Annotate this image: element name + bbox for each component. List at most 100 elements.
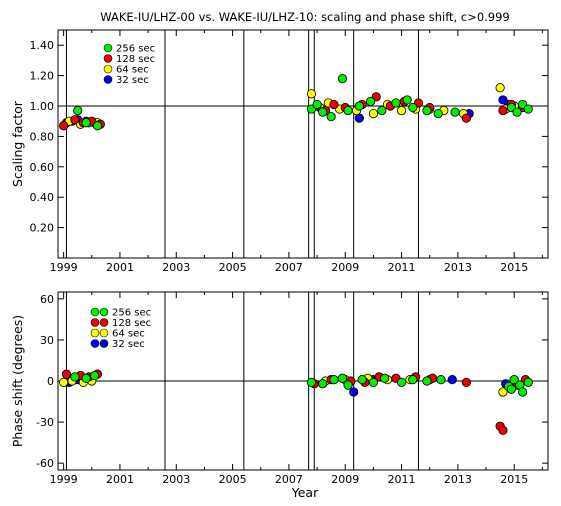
- y-tick-label: 0: [47, 375, 54, 388]
- point-256-sec: [380, 373, 390, 383]
- point-256-sec: [396, 377, 407, 387]
- point-256-sec: [81, 373, 91, 383]
- point-256-sec: [337, 74, 348, 84]
- y-tick-label: 1.40: [30, 39, 55, 52]
- point-256-sec: [523, 104, 533, 114]
- point-256-sec: [368, 377, 379, 387]
- point-256-sec: [422, 105, 432, 116]
- x-tick-label: 2005: [219, 473, 247, 486]
- point-256-sec: [90, 370, 100, 381]
- point-128-sec: [329, 99, 339, 110]
- point-64-sec: [396, 105, 407, 116]
- point-256-sec: [318, 107, 328, 117]
- point-128-sec: [461, 113, 471, 123]
- y-axis-label: Scaling factor: [10, 100, 25, 187]
- x-tick-label: 1999: [50, 261, 78, 274]
- y-tick-label: 30: [40, 334, 54, 347]
- x-tick-label: 2015: [500, 473, 528, 486]
- point-128-sec: [61, 369, 72, 379]
- point-128-sec: [498, 105, 508, 116]
- x-tick-label: 2013: [444, 473, 472, 486]
- point-128-sec: [59, 121, 69, 131]
- y-tick-label: 0.20: [30, 222, 55, 235]
- point-256-sec: [391, 98, 401, 108]
- legend-marker-256-sec: [103, 43, 113, 53]
- point-256-sec: [357, 375, 367, 385]
- x-tick-label: 2009: [331, 261, 359, 274]
- legend-marker-32-sec: [90, 339, 100, 348]
- legend-label-32-sec: 32 sec: [116, 75, 149, 86]
- x-tick-label: 2009: [331, 473, 359, 486]
- point-256-sec: [408, 375, 418, 385]
- y-tick-label: -60: [36, 457, 54, 470]
- x-tick-label: 2003: [162, 473, 190, 486]
- point-256-sec: [436, 375, 446, 385]
- legend-marker-64-sec: [90, 328, 100, 338]
- y-tick-label: 0.60: [30, 161, 55, 174]
- legend-label-128-sec: 128 sec: [116, 54, 155, 65]
- legend-label-128-sec: 128 sec: [112, 318, 151, 329]
- point-32-sec: [447, 375, 457, 385]
- legend-label-256-sec: 256 sec: [116, 44, 155, 55]
- x-tick-label: 2007: [275, 261, 303, 274]
- point-256-sec: [506, 384, 516, 394]
- point-64-sec: [59, 377, 69, 387]
- point-256-sec: [326, 112, 336, 122]
- point-256-sec: [365, 96, 376, 107]
- x-tick-label: 2013: [444, 261, 472, 274]
- x-tick-label: 2001: [106, 261, 134, 274]
- point-256-sec: [337, 373, 348, 383]
- chart-title: WAKE-IU/LHZ-00 vs. WAKE-IU/LHZ-10: scali…: [100, 10, 510, 24]
- x-tick-label: 2003: [162, 261, 190, 274]
- point-256-sec: [81, 118, 91, 128]
- point-256-sec: [450, 107, 460, 117]
- point-256-sec: [512, 107, 522, 117]
- point-128-sec: [461, 377, 471, 387]
- y-tick-label: 0.80: [30, 130, 55, 143]
- point-256-sec: [354, 101, 364, 111]
- point-32-sec: [354, 113, 364, 123]
- point-256-sec: [92, 121, 103, 131]
- point-256-sec: [523, 377, 533, 387]
- point-32-sec: [349, 387, 359, 397]
- point-256-sec: [402, 95, 412, 105]
- legend-label-256-sec: 256 sec: [112, 308, 151, 319]
- legend-marker-256-sec: [90, 307, 100, 317]
- point-256-sec: [433, 109, 443, 119]
- x-tick-label: 2005: [219, 261, 247, 274]
- point-256-sec: [377, 105, 387, 116]
- point-256-sec: [318, 379, 328, 389]
- y-axis-label: Phase shift (degrees): [10, 315, 25, 447]
- point-128-sec: [498, 425, 508, 435]
- legend-marker-128-sec: [103, 54, 113, 63]
- x-tick-label: 2001: [106, 473, 134, 486]
- point-256-sec: [329, 375, 339, 385]
- y-tick-label: 1.00: [30, 100, 55, 113]
- y-tick-label: 1.20: [30, 70, 55, 83]
- legend-marker-128-sec: [99, 318, 109, 327]
- point-64-sec: [498, 387, 508, 397]
- legend-marker-64-sec: [103, 64, 113, 74]
- point-256-sec: [70, 372, 80, 382]
- point-256-sec: [509, 375, 519, 385]
- legend-label-64-sec: 64 sec: [112, 329, 145, 340]
- x-tick-label: 1999: [50, 473, 78, 486]
- legend-marker-32-sec: [99, 339, 109, 348]
- legend-label-32-sec: 32 sec: [112, 339, 145, 350]
- legend-marker-32-sec: [103, 75, 113, 84]
- point-256-sec: [306, 377, 317, 387]
- legend-label-64-sec: 64 sec: [116, 65, 149, 76]
- phase-shift-panel: -60 -30 0 30 60 1999 2001 2003 2005 2007 2009 2011 2…: [10, 291, 549, 486]
- point-128-sec: [70, 115, 80, 125]
- point-256-sec: [422, 376, 432, 386]
- x-tick-label: 2015: [500, 261, 528, 274]
- point-256-sec: [518, 387, 528, 397]
- point-256-sec: [343, 105, 353, 116]
- plot-frame: [57, 29, 549, 259]
- point-256-sec: [312, 99, 322, 110]
- x-tick-label: 2007: [275, 473, 303, 486]
- point-256-sec: [73, 105, 83, 116]
- point-64-sec: [306, 89, 317, 99]
